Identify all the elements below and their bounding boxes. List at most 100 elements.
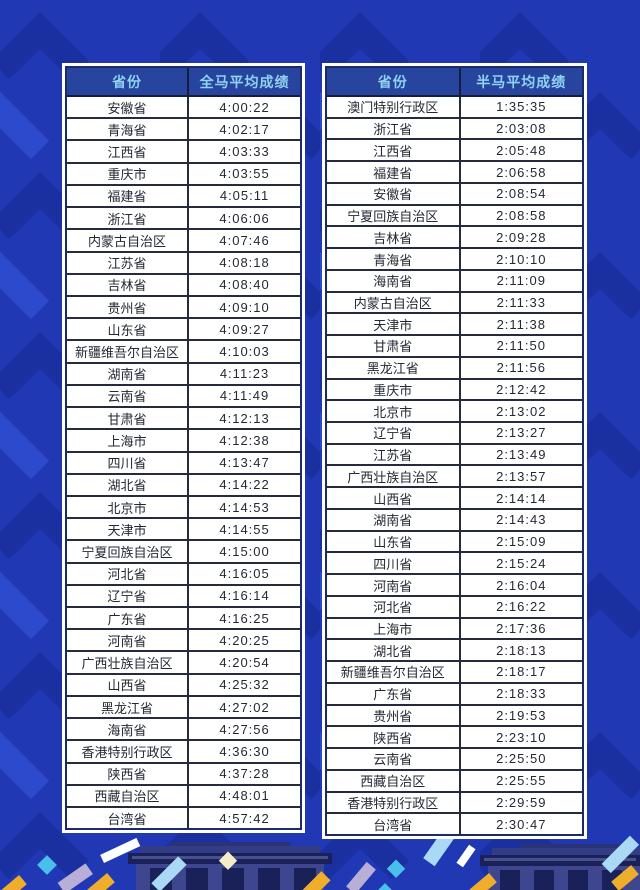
time-cell: 4:05:11 [219, 188, 270, 204]
time-cell: 4:03:55 [219, 166, 270, 182]
province-cell: 重庆市 [67, 163, 190, 184]
table-row: 香港特别行政区 4:36:30 [67, 741, 300, 764]
table-row: 河北省 2:16:22 [327, 596, 582, 619]
province-cell: 江西省 [327, 140, 461, 161]
time-cell: 4:08:40 [219, 277, 270, 293]
time-cell: 2:08:58 [496, 208, 547, 224]
time-cell: 4:20:25 [219, 632, 270, 648]
province-cell: 西藏自治区 [67, 785, 190, 806]
time-cell: 2:14:43 [496, 512, 547, 528]
table-row: 山西省 2:14:14 [327, 488, 582, 510]
province-cell: 广东省 [327, 683, 461, 704]
province-cell: 山东省 [67, 319, 190, 340]
half-marathon-table: 省份 半马平均成绩 澳门特别行政区 1:35:35 浙江省 2:03:08 江西省 2:0… [322, 63, 587, 839]
time-cell: 4:12:38 [219, 432, 270, 448]
province-cell: 湖南省 [327, 509, 461, 530]
province-cell: 湖北省 [327, 640, 461, 661]
table-row: 安徽省 2:08:54 [327, 183, 582, 206]
time-cell: 4:09:10 [219, 299, 270, 315]
time-cell: 2:10:10 [496, 251, 547, 267]
full-marathon-table: 省份 全马平均成绩 安徽省 4:00:22 青海省 4:02:17 江西省 4:03:33… [62, 63, 305, 833]
time-cell: 4:16:05 [219, 566, 270, 582]
time-cell: 4:36:30 [219, 743, 270, 759]
table-row: 河北省 4:16:05 [67, 563, 300, 586]
province-cell: 浙江省 [67, 208, 190, 229]
province-cell: 甘肃省 [67, 408, 190, 429]
time-cell: 2:19:53 [496, 707, 547, 723]
province-cell: 青海省 [327, 249, 461, 269]
table-row: 天津市 2:11:38 [327, 314, 582, 337]
province-cell: 福建省 [67, 185, 190, 207]
province-cell: 天津市 [67, 519, 190, 540]
time-cell: 4:13:47 [219, 455, 270, 471]
table-row: 陕西省 4:37:28 [67, 763, 300, 786]
time-cell: 4:14:55 [219, 521, 270, 537]
province-column-header: 省份 [327, 68, 461, 95]
time-cell: 2:09:28 [496, 229, 547, 245]
table-row: 浙江省 4:06:06 [67, 208, 300, 231]
time-cell: 2:11:38 [496, 316, 546, 332]
province-cell: 吉林省 [327, 227, 461, 248]
time-cell: 4:48:01 [219, 788, 270, 804]
table-row: 江西省 2:05:48 [327, 140, 582, 163]
full-marathon-table-body: 安徽省 4:00:22 青海省 4:02:17 江西省 4:03:33 重庆市 4:03:55… [67, 97, 300, 829]
table-row: 青海省 4:02:17 [67, 119, 300, 142]
table-row: 陕西省 2:23:10 [327, 727, 582, 750]
time-cell: 4:11:49 [219, 388, 270, 404]
table-row: 宁夏回族自治区 4:15:00 [67, 541, 300, 564]
table-row: 台湾省 2:30:47 [327, 814, 582, 834]
table-row: 西藏自治区 2:25:55 [327, 770, 582, 793]
table-row: 重庆市 4:03:55 [67, 163, 300, 186]
time-cell: 2:03:08 [496, 121, 547, 137]
province-cell: 江苏省 [67, 252, 190, 273]
table-row: 四川省 4:13:47 [67, 452, 300, 475]
province-cell: 北京市 [67, 496, 190, 518]
province-cell: 河北省 [67, 563, 190, 584]
table-row: 江苏省 2:13:49 [327, 444, 582, 467]
province-cell: 安徽省 [67, 97, 190, 118]
time-cell: 2:16:22 [496, 599, 547, 615]
time-cell: 4:20:54 [219, 655, 270, 671]
table-row: 内蒙古自治区 4:07:46 [67, 230, 300, 253]
time-cell: 4:11:23 [219, 366, 270, 382]
province-cell: 上海市 [327, 618, 461, 639]
time-cell: 4:09:27 [219, 321, 270, 337]
table-row: 吉林省 4:08:40 [67, 274, 300, 297]
time-cell: 2:13:02 [496, 403, 547, 419]
province-cell: 内蒙古自治区 [67, 230, 190, 251]
time-cell: 4:08:18 [219, 255, 270, 271]
province-cell: 广西壮族自治区 [327, 466, 461, 487]
table-row: 河南省 2:16:04 [327, 575, 582, 597]
table-row: 青海省 2:10:10 [327, 249, 582, 271]
table-row: 湖北省 2:18:13 [327, 640, 582, 663]
time-cell: 2:11:33 [496, 294, 546, 310]
time-cell: 2:06:58 [496, 164, 547, 180]
time-cell: 4:10:03 [219, 344, 270, 360]
province-cell: 辽宁省 [67, 585, 190, 607]
table-row: 云南省 4:11:49 [67, 385, 300, 409]
building-right-icon [480, 844, 640, 890]
confetti [0, 823, 640, 890]
table-row: 澳门特别行政区 1:35:35 [327, 97, 582, 119]
table-row: 天津市 4:14:55 [67, 519, 300, 542]
time-cell: 2:13:57 [496, 468, 547, 484]
time-cell: 2:25:55 [496, 773, 547, 789]
province-cell: 香港特别行政区 [67, 741, 190, 762]
province-cell: 福建省 [327, 162, 461, 182]
time-cell: 2:23:10 [496, 729, 547, 745]
time-cell: 4:03:33 [219, 144, 270, 160]
table-row: 新疆维吾尔自治区 2:18:17 [327, 662, 582, 684]
time-cell: 4:14:22 [219, 477, 270, 493]
time-cell: 1:35:35 [496, 99, 547, 115]
table-row: 贵州省 2:19:53 [327, 705, 582, 728]
table-row: 湖南省 2:14:43 [327, 509, 582, 532]
province-cell: 澳门特别行政区 [327, 97, 461, 117]
time-cell: 2:30:47 [496, 816, 547, 832]
province-cell: 江苏省 [327, 444, 461, 465]
table-row: 海南省 4:27:56 [67, 719, 300, 742]
table-row: 上海市 4:12:38 [67, 430, 300, 453]
time-cell: 2:11:50 [496, 338, 546, 354]
half-marathon-table-body: 澳门特别行政区 1:35:35 浙江省 2:03:08 江西省 2:05:48 福建省 2:0… [327, 97, 582, 834]
province-cell: 青海省 [67, 119, 190, 140]
